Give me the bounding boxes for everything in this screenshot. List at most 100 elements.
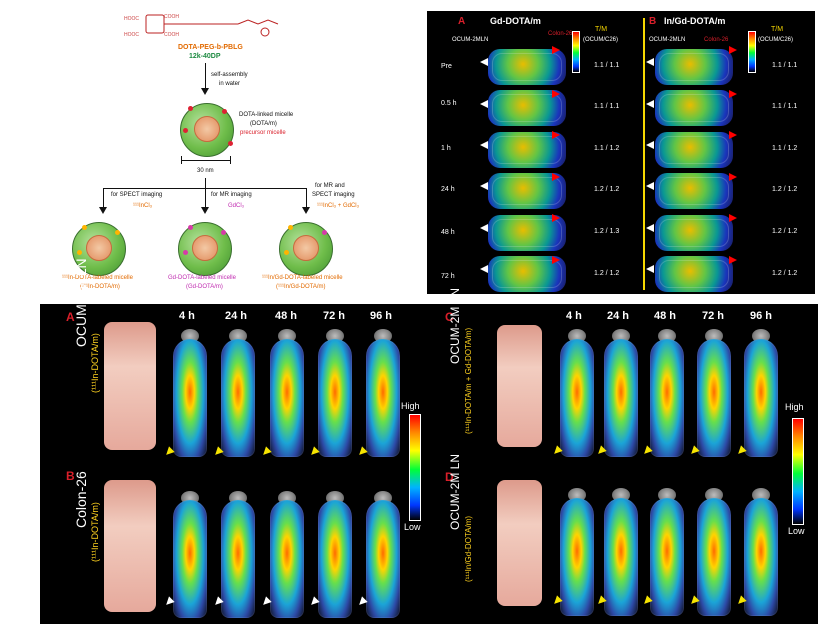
mr-left-ln-arrow-0: [480, 58, 488, 66]
mr-left-ratio-0: 1.1 / 1.1: [594, 62, 620, 69]
size-label: 30 nm: [197, 168, 214, 174]
mr-left-colon-arrow-5: [552, 256, 560, 264]
micelle-3-dot: [284, 250, 289, 255]
mr-left-tm-sub: (OCUM/C26): [583, 37, 619, 43]
mr-right-ln-arrow-0: [646, 58, 654, 66]
mr-right-ln-arrow-2: [646, 141, 654, 149]
mr-right-ratio-1: 1.1 / 1.1: [772, 103, 798, 110]
spect-left-top-side: OCUM-2M LN (¹¹¹In-DOTA/m): [73, 258, 100, 449]
mr-right-colon-arrow-0: [729, 46, 737, 54]
spect-right-bottom-body-1: [604, 498, 638, 616]
spect-right-time-2: 48 h: [654, 310, 677, 322]
spect-left-top-body-1: [221, 339, 255, 457]
mr-left-colon-arrow-0: [552, 46, 560, 54]
label-1: ¹¹¹In-DOTA-labeled micelle: [62, 275, 133, 281]
spect-right-time-1: 24 h: [607, 310, 630, 322]
mr-left-ratio-4: 1.2 / 1.3: [594, 228, 620, 235]
mr-right-ln-arrow-3: [646, 182, 654, 190]
reagent-2: GdCl₃: [228, 203, 245, 209]
micelle-dot: [228, 141, 233, 146]
micelle-dot: [222, 109, 227, 114]
mr-right-colon-arrow-3: [729, 173, 737, 181]
mr-right-ratio-3: 1.2 / 1.2: [772, 186, 798, 193]
spect-right-top-body-4: [744, 339, 778, 457]
micelle-2-dot: [183, 250, 188, 255]
arrow-head-1: [201, 88, 209, 95]
mr-right-scan-5: [655, 256, 733, 292]
branch-arrow-left: [99, 207, 107, 214]
spect-left-bottom-side-1: Colon-26: [73, 471, 89, 528]
mr-time-4: 48 h: [441, 229, 455, 236]
label-1-b: (¹¹¹In-DOTA/m): [80, 284, 120, 290]
spect-left-bottom-side-2: (¹¹¹In-DOTA/m): [90, 502, 100, 562]
mr-time-2: 1 h: [441, 145, 451, 152]
svg-text:COOH: COOH: [164, 32, 179, 38]
mr-right-tm-title: T/M: [771, 26, 784, 33]
branch-stem: [205, 178, 206, 189]
spect-right-bottom-side: OCUM-2M LN (¹¹¹In/Gd-DOTA/m): [448, 454, 479, 604]
step-label-2: in water: [219, 81, 241, 87]
mr-right-ratio-4: 1.2 / 1.2: [772, 228, 798, 235]
spect-left-bottom-photo: [104, 480, 156, 612]
mr-divider: [643, 18, 645, 290]
reagent-3: ¹¹¹InCl₃ + GdCl₃: [317, 203, 360, 209]
mr-left-title: Gd-DOTA/m: [490, 16, 541, 26]
mr-right-colorbar: [748, 31, 756, 73]
spect-right-high: High: [785, 402, 804, 412]
spect-right-bottom-side-2: (¹¹¹In/Gd-DOTA/m): [464, 515, 473, 582]
mr-left-colon-arrow-4: [552, 214, 560, 222]
step-label-1: self-assembly: [211, 72, 248, 78]
mr-right-scan-3: [655, 173, 733, 209]
mr-left-ratio-1: 1.1 / 1.1: [594, 103, 620, 110]
mr-left-ratio-3: 1.2 / 1.2: [594, 186, 620, 193]
mr-right-scan-2: [655, 132, 733, 168]
spect-left-top-body-3: [318, 339, 352, 457]
micelle-dot: [183, 128, 188, 133]
mr-time-3: 24 h: [441, 186, 455, 193]
spect-left-bottom-body-2: [270, 500, 304, 618]
spect-left-top-side-2: (¹¹¹In-DOTA/m): [90, 333, 100, 393]
mr-left-ratio-5: 1.2 / 1.2: [594, 270, 620, 277]
spect-right-bottom-letter: D: [445, 470, 454, 484]
spect-left-top-side-1: OCUM-2M LN: [73, 258, 89, 347]
label-3-b: (¹¹¹In/Gd-DOTA/m): [276, 284, 326, 290]
mr-left-ln-arrow-4: [480, 224, 488, 232]
mr-left-tm-title: T/M: [595, 26, 608, 33]
mr-left-scan-0: [488, 49, 566, 85]
spect-right-time-0: 4 h: [566, 310, 582, 322]
spect-left-top-photo: [104, 322, 156, 450]
mr-right-letter: B: [649, 16, 657, 27]
spect-right-colorbar: [792, 418, 804, 525]
spect-left-colorbar: [409, 414, 421, 521]
branch-right: [306, 188, 307, 209]
mr-left-ln-arrow-5: [480, 265, 488, 273]
spect-right-top-body-1: [604, 339, 638, 457]
mr-time-5: 72 h: [441, 273, 455, 280]
spect-right-time-3: 72 h: [702, 310, 725, 322]
mr-right-colon-arrow-1: [729, 90, 737, 98]
branch-left: [103, 188, 104, 209]
spect-left-time-3: 72 h: [323, 310, 346, 322]
svg-text:HOOC: HOOC: [124, 32, 139, 38]
micelle-name-1: DOTA-linked micelle: [239, 112, 294, 118]
micelle-1-dot: [82, 225, 87, 230]
branch-mid: [205, 188, 206, 209]
spect-left-bottom-body-4: [366, 500, 400, 618]
branch-arrow-right: [302, 207, 310, 214]
mr-left-colon-arrow-2: [552, 131, 560, 139]
spect-left-high: High: [401, 401, 420, 411]
spect-left-bottom-letter: B: [66, 469, 75, 483]
spect-right-bottom-body-3: [697, 498, 731, 616]
micelle-1-dot: [115, 230, 120, 235]
mr-left-colon-label: Colon-26: [548, 31, 573, 37]
mr-left-ln-arrow-1: [480, 100, 488, 108]
branch-arrow-mid: [201, 207, 209, 214]
spect-right-top-body-0: [560, 339, 594, 457]
micelle-dot: [188, 106, 193, 111]
branch-label-3a: for MR and: [315, 183, 345, 189]
arrow-line-1: [205, 63, 206, 90]
spect-right-low: Low: [788, 526, 805, 536]
spect-left-bottom-body-0: [173, 500, 207, 618]
spect-right-bottom-body-2: [650, 498, 684, 616]
spect-right-bottom-body-4: [744, 498, 778, 616]
